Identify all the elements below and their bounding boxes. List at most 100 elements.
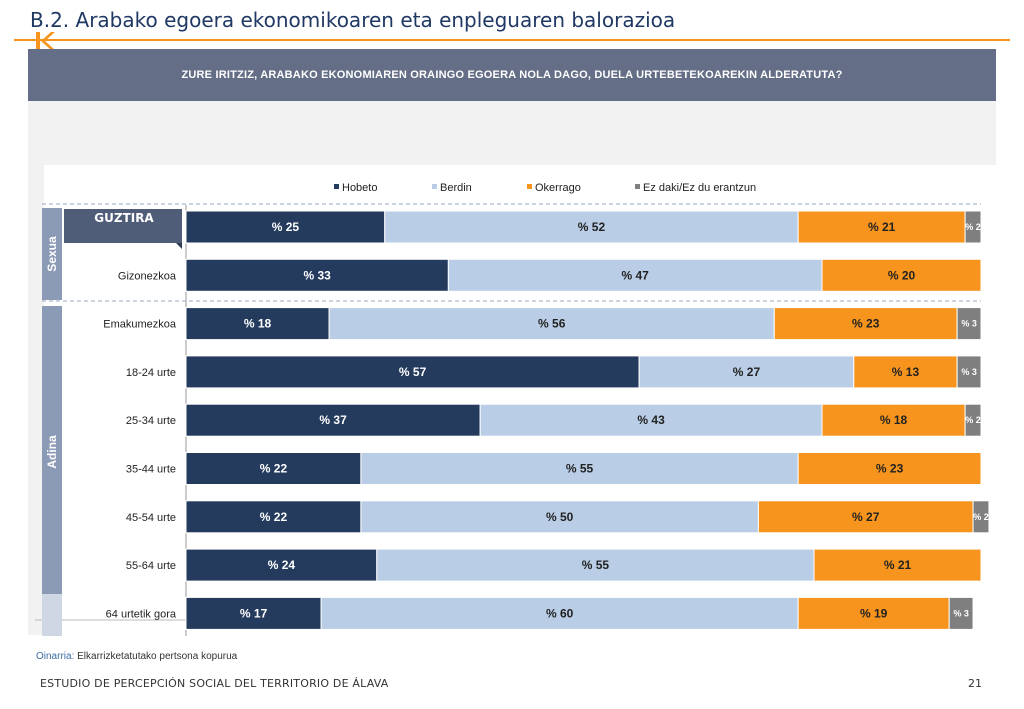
bar-2-6 [360,452,799,485]
data-label-4-1: % 2 [965,222,981,232]
bar-3-1 [797,210,966,244]
bar-2-3 [328,307,775,341]
chart-panel-top [28,101,996,165]
data-label-4-3: % 3 [961,319,977,329]
page-number: 21 [968,677,982,690]
bar-2-4 [638,355,855,389]
bar-1-3 [185,307,330,341]
bar-2-7 [360,500,759,534]
data-label-2-9: % 60 [546,606,574,620]
legend-swatch-4 [635,184,640,189]
total-label-box [64,209,182,243]
page-title: B.2. Arabako egoera ekonomikoaren eta en… [30,8,676,32]
data-label-2-4: % 27 [733,365,761,379]
logo-icon [36,32,55,50]
data-label-1-4: % 57 [399,365,427,379]
data-label-3-5: % 18 [880,413,908,427]
data-label-1-7: % 22 [260,510,288,524]
title-rule [14,39,1010,41]
category-label-2: Gizonezkoa [118,270,177,282]
bar-2-5 [479,403,823,437]
data-label-2-2: % 47 [621,268,649,282]
data-label-1-2: % 33 [303,268,331,282]
data-label-3-7: % 27 [852,510,880,524]
data-label-1-9: % 17 [240,606,268,620]
bar-4-4 [956,355,982,389]
data-label-3-1: % 21 [868,220,896,234]
data-label-3-3: % 23 [852,317,880,331]
bar-3-3 [773,307,958,341]
footnote-text: Elkarrizketatutako pertsona kopurua [74,651,238,662]
category-label-9: 64 urtetik gora [106,608,177,620]
group-label-sexua: Sexua [45,236,59,272]
bar-3-8 [813,548,982,582]
data-label-1-3: % 18 [244,317,272,331]
data-label-1-1: % 25 [272,220,300,234]
data-label-3-8: % 21 [884,558,912,572]
group-band-sexua [42,208,62,300]
data-label-3-4: % 13 [892,365,920,379]
footnote-label: Oinarria: [36,651,75,662]
data-label-2-6: % 55 [566,462,594,476]
group-label-adina: Adina [45,435,59,469]
legend-label-2: Berdin [440,182,472,194]
footnote: Oinarria: Elkarrizketatutako pertsona ko… [36,651,237,662]
legend-swatch-1 [334,184,339,189]
bar-2-9 [320,596,799,630]
bar-4-1 [964,210,982,244]
legend-swatch-3 [527,184,532,189]
bar-1-6 [185,452,362,485]
bar-2-1 [384,210,799,244]
legend-label-1: Hobeto [342,182,377,194]
data-label-2-7: % 50 [546,510,574,524]
category-label-5: 25-34 urte [126,415,176,427]
total-label-fold [176,243,182,249]
bar-4-9 [948,596,974,630]
bar-1-5 [185,403,481,437]
data-label-4-5: % 2 [965,415,981,425]
data-label-4-4: % 3 [961,367,977,377]
bar-2-8 [376,548,815,582]
data-label-1-8: % 24 [268,558,296,572]
category-label-4: 18-24 urte [126,367,176,379]
question-header: ZURE IRITZIZ, ARABAKO EKONOMIAREN ORAING… [28,49,996,101]
bar-4-5 [964,403,982,437]
data-label-3-6: % 23 [876,462,904,476]
legend-swatch-2 [432,184,437,189]
category-label-3: Emakumezkoa [103,319,177,331]
bar-1-7 [185,500,362,534]
bar-3-4 [853,355,958,389]
data-label-2-1: % 52 [578,220,606,234]
legend-label-3: Okerrago [535,182,581,194]
footer-text: ESTUDIO DE PERCEPCIÓN SOCIAL DEL TERRITO… [40,677,389,690]
group-band-adina [42,306,62,636]
data-label-2-3: % 56 [538,317,566,331]
data-label-3-9: % 19 [860,606,888,620]
data-label-1-6: % 22 [260,462,288,476]
data-label-4-7: % 2 [973,512,989,522]
bar-1-2 [185,258,449,292]
bar-1-1 [185,210,386,244]
data-label-3-2: % 20 [888,268,916,282]
bar-1-4 [185,355,640,389]
legend-label-4: Ez daki/Ez du erantzun [643,182,756,194]
bar-1-9 [185,596,322,630]
bar-3-6 [797,452,982,485]
category-label-1: GUZTIRA [94,211,154,225]
bar-3-2 [821,258,982,292]
bar-3-9 [797,596,950,630]
category-label-8: 55-64 urte [126,560,176,572]
bar-4-3 [956,307,982,341]
chart-panel-left [28,165,44,635]
bar-4-7 [972,500,990,534]
data-label-1-5: % 37 [319,413,347,427]
group-band-fade [42,594,62,636]
bar-3-5 [821,403,966,437]
data-label-4-9: % 3 [953,608,969,618]
data-label-2-8: % 55 [582,558,610,572]
category-label-6: 35-44 urte [126,464,176,476]
category-label-7: 45-54 urte [126,512,176,524]
data-label-2-5: % 43 [637,413,665,427]
bar-3-7 [757,500,974,534]
